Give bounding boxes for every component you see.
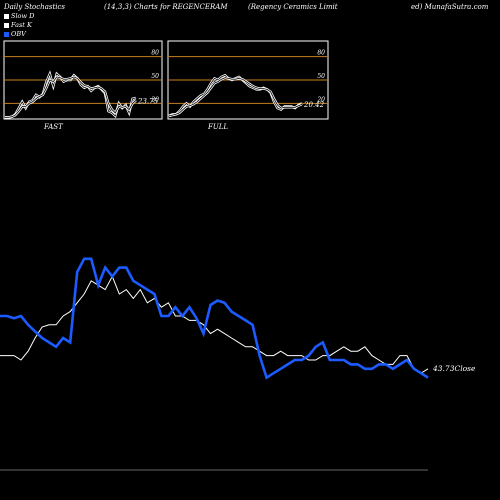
legend-item-fast-k: Fast K	[4, 21, 32, 29]
last-value-label: 23.75	[137, 97, 159, 105]
series-fast-k-line	[168, 73, 303, 117]
obv-panel: 43.73Close	[0, 257, 476, 471]
legend-label-slow-d: Slow D	[11, 12, 35, 20]
legend-swatch-slow-d	[4, 13, 9, 19]
ref-label-80: 80	[151, 50, 159, 57]
ref-label-50: 50	[151, 73, 159, 80]
legend-swatch-obv	[4, 31, 9, 37]
close-value-label: 43.73Close	[432, 364, 476, 373]
ref-label-50: 50	[317, 73, 325, 80]
chart-title: (14,3,3) Charts for REGENCERAM	[104, 3, 228, 11]
ref-label-20: 20	[316, 96, 325, 103]
legend-item-obv: OBV	[4, 30, 26, 38]
legend-item-slow-d: Slow D	[4, 12, 34, 20]
series-slow-d-inner	[5, 76, 137, 118]
ref-label-20: 20	[150, 96, 159, 103]
chart-type-label: Daily Stochastics	[4, 3, 66, 11]
legend-label-obv: OBV	[11, 30, 26, 38]
legend-label-fast-k: Fast K	[11, 21, 32, 29]
company-name: (Regency Ceramics Limit	[248, 3, 338, 11]
close-line	[0, 275, 429, 374]
obv-line	[0, 257, 429, 380]
legend-swatch-fast-k	[4, 22, 9, 28]
full-panel-title: FULL	[208, 123, 229, 131]
last-value-label: 20.42	[303, 101, 325, 109]
ref-label-80: 80	[317, 50, 325, 57]
fast-panel-title: FAST	[44, 123, 63, 131]
site-credit: ed) MunafaSutra.com	[411, 3, 489, 11]
series-slow-d-inner	[168, 77, 303, 117]
